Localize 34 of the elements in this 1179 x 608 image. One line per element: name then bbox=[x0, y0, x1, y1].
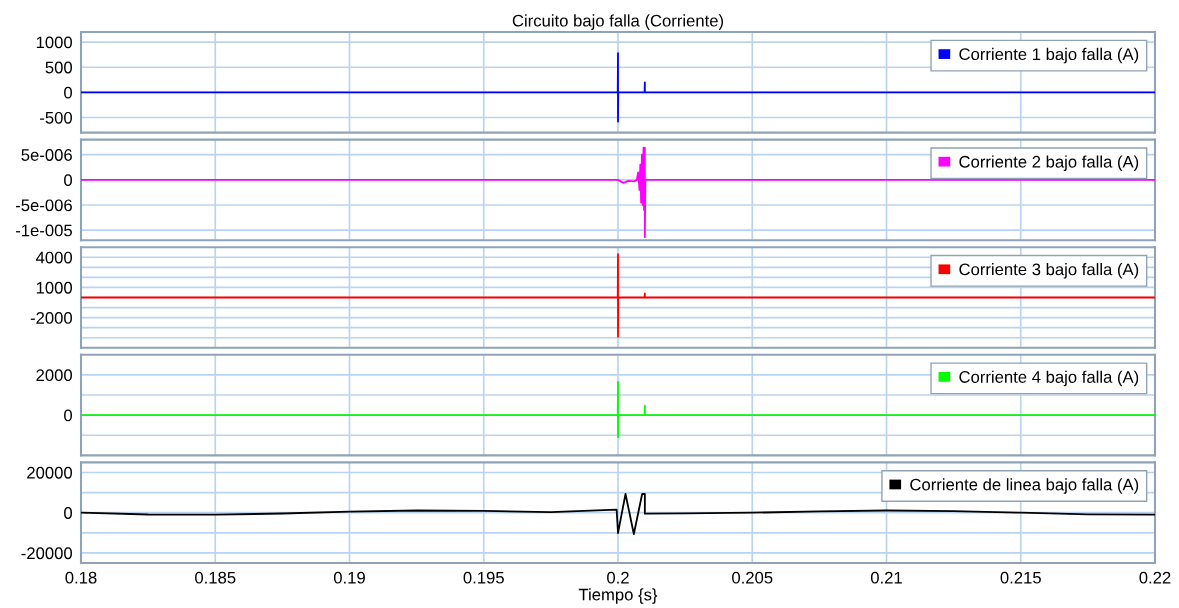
y-tick-label: 1000 bbox=[36, 36, 73, 49]
y-tick-label: -5e-006 bbox=[15, 199, 72, 212]
legend-label: Corriente 3 bajo falla (A) bbox=[959, 263, 1139, 279]
y-tick-label: 1000 bbox=[36, 281, 73, 294]
line-series bbox=[81, 253, 1155, 338]
x-tick-label: 0.195 bbox=[463, 571, 504, 584]
x-tick-label: 0.2 bbox=[607, 571, 629, 584]
legend-label: Corriente 4 bajo falla (A) bbox=[959, 370, 1139, 387]
y-tick-label: 20000 bbox=[27, 466, 73, 479]
x-axis-title: Tiempo {s} bbox=[578, 588, 658, 604]
y-tick-label: -2000 bbox=[30, 312, 73, 324]
x-tick-label: 0.205 bbox=[732, 571, 773, 584]
x-tick-label: 0.19 bbox=[333, 571, 365, 584]
y-tick-label: 0 bbox=[64, 507, 73, 519]
legend-label: Corriente de linea bajo falla (A) bbox=[910, 478, 1139, 494]
y-tick-label: -500 bbox=[40, 111, 73, 124]
y-tick-label: 5e-006 bbox=[21, 149, 72, 161]
x-tick-label: 0.215 bbox=[1000, 571, 1041, 584]
y-tick-label: -20000 bbox=[21, 547, 73, 560]
chart-title: Circuito bajo falla (Corriente) bbox=[512, 14, 724, 30]
x-tick-label: 0.18 bbox=[65, 571, 97, 584]
x-tick-label: 0.21 bbox=[870, 571, 902, 584]
x-tick-label: 0.22 bbox=[1139, 571, 1171, 584]
line-series bbox=[81, 493, 1155, 535]
y-tick-label: 0 bbox=[64, 409, 73, 422]
legend-label: Corriente 2 bajo falla (A) bbox=[959, 155, 1139, 171]
y-tick-label: 0 bbox=[64, 86, 73, 99]
y-tick-label: 0 bbox=[64, 174, 73, 187]
x-tick-label: 0.185 bbox=[195, 571, 236, 584]
y-tick-label: 4000 bbox=[35, 251, 73, 264]
y-tick-label: 500 bbox=[45, 61, 73, 74]
legend-label: Corriente 1 bajo falla (A) bbox=[959, 47, 1139, 64]
y-tick-label: -1e-005 bbox=[15, 224, 72, 237]
y-tick-label: 2000 bbox=[36, 369, 73, 382]
